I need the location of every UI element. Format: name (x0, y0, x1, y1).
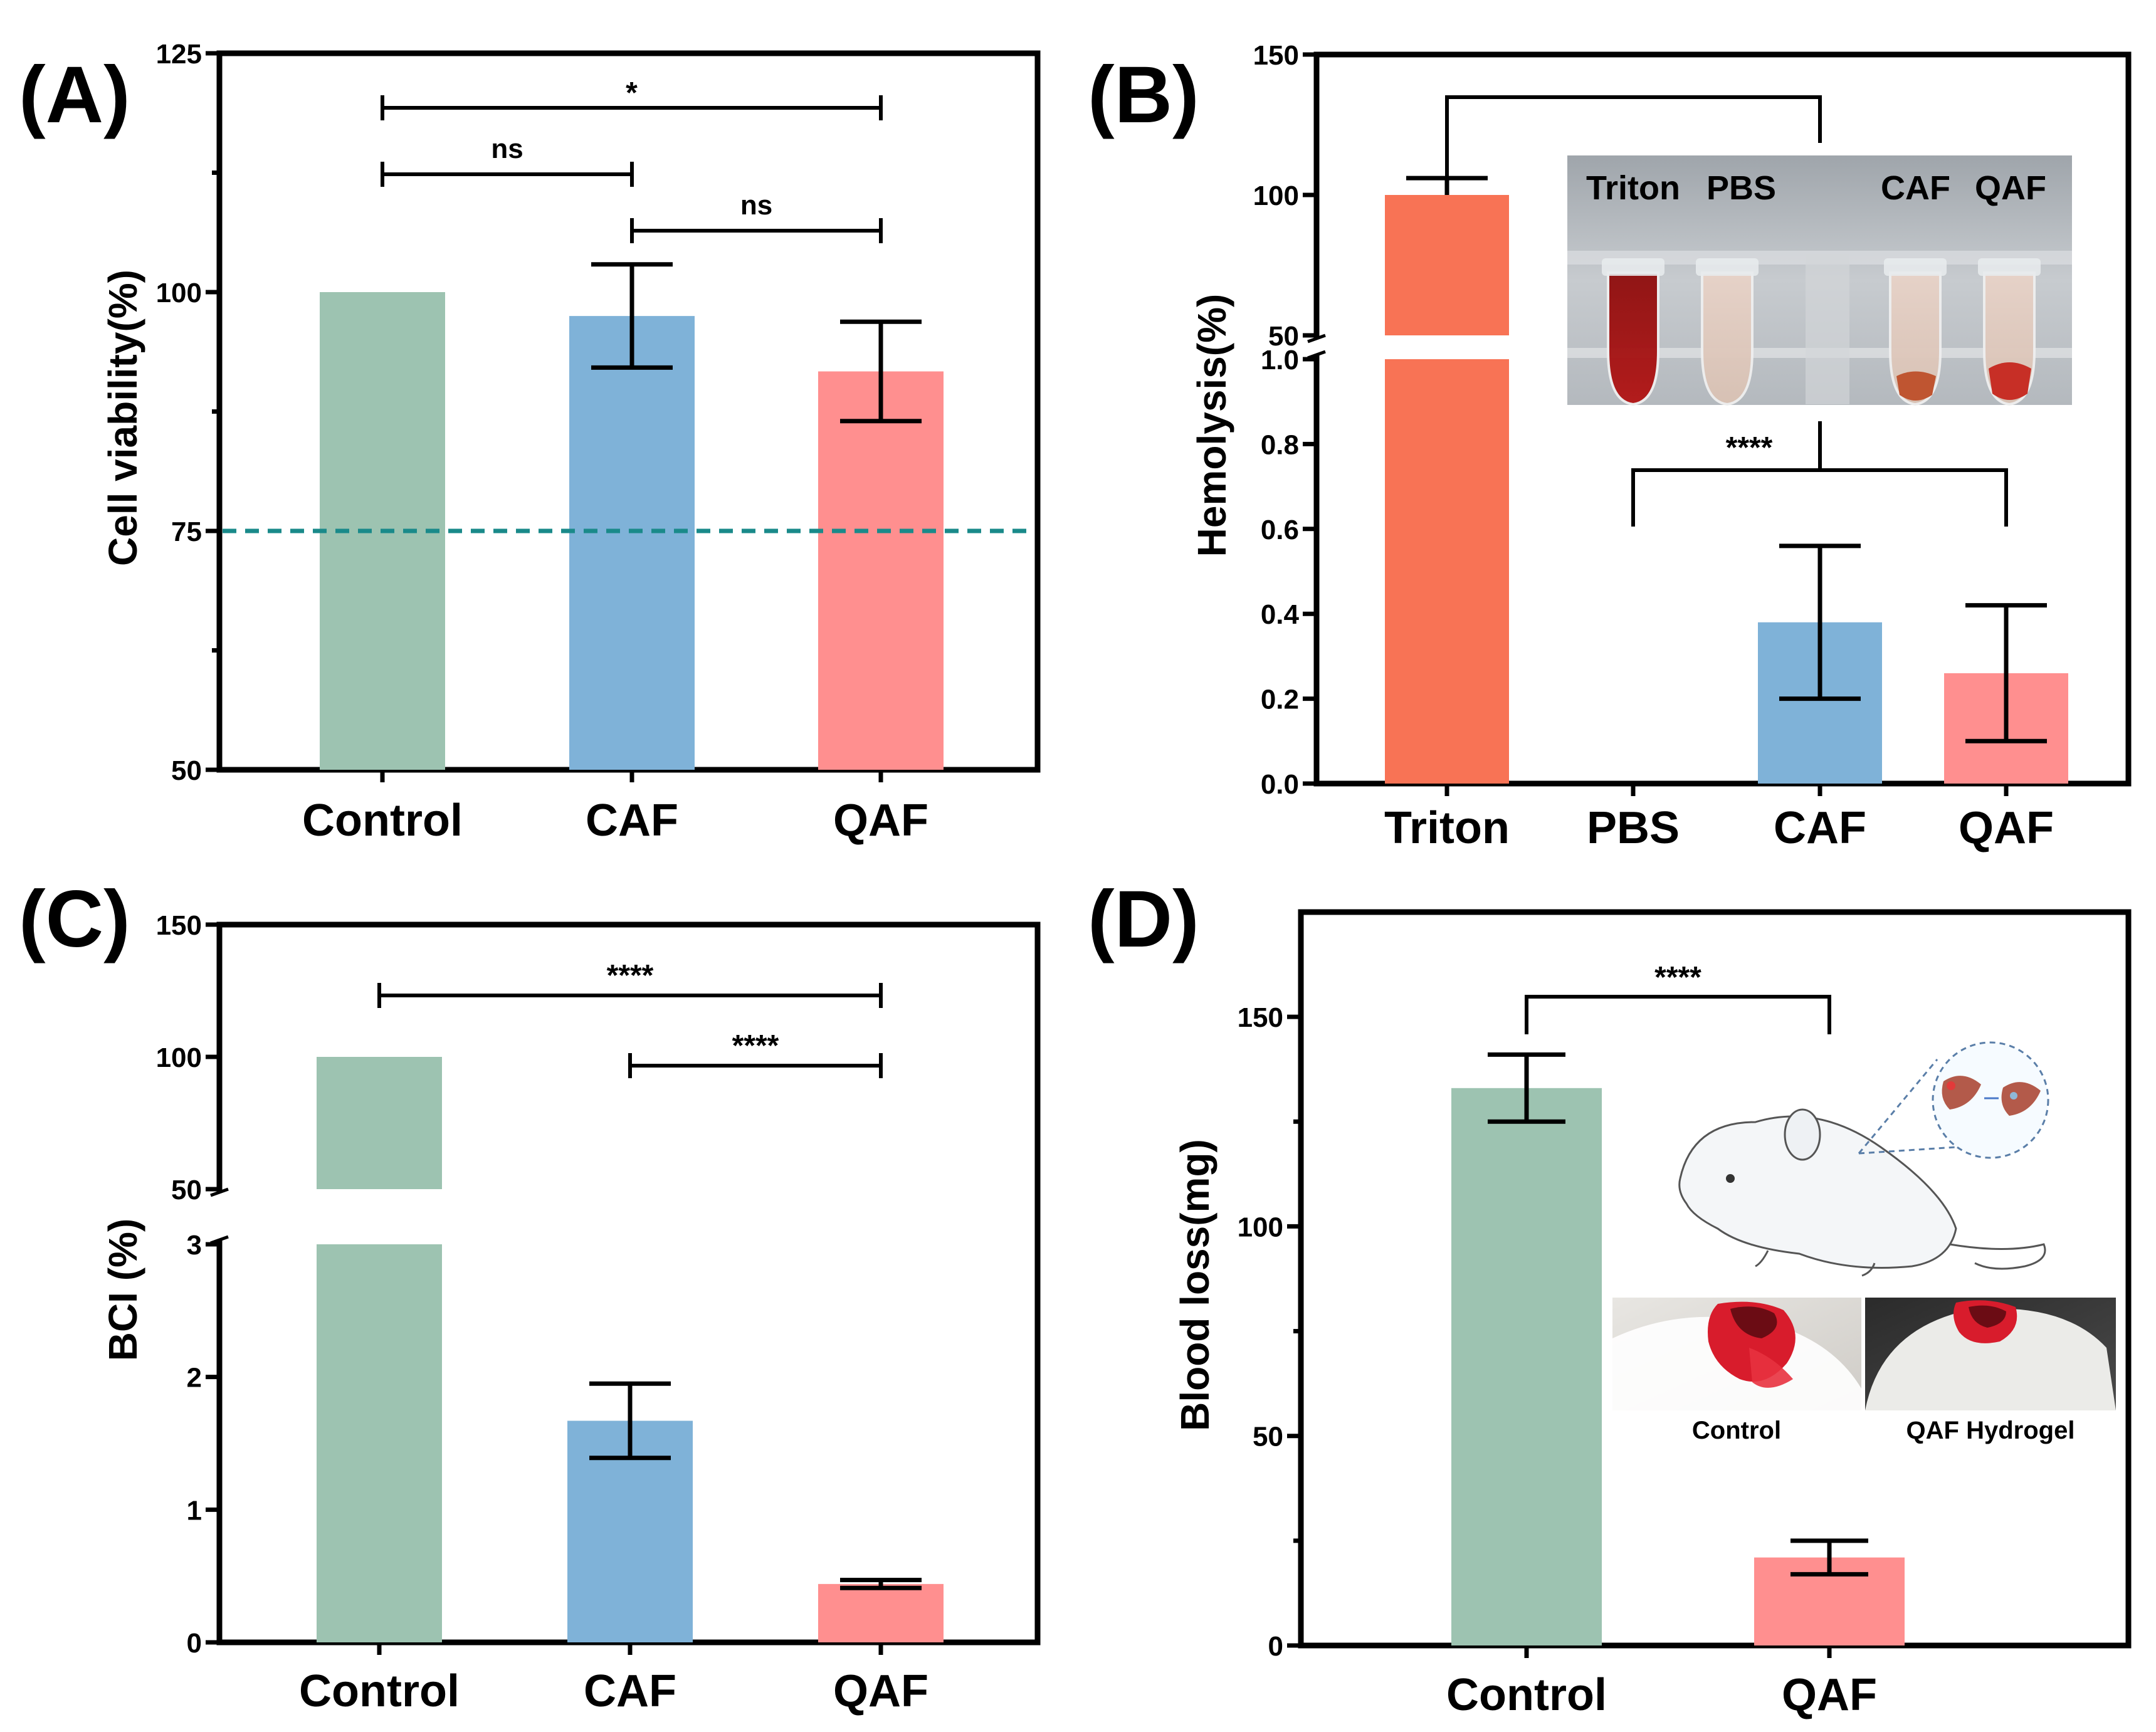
y-tick-a-50: 50 (171, 755, 202, 786)
axis-break-marks-b (1307, 333, 1326, 360)
x-tick-b-triton: Triton (1384, 803, 1510, 853)
bar-d-control (1451, 1088, 1602, 1645)
y-tick-d-50: 50 (1253, 1422, 1283, 1452)
y-tick-a-100: 100 (156, 278, 202, 308)
sig-bracket-b-triton (1406, 95, 1822, 181)
y-tick-c-1: 1 (187, 1495, 202, 1526)
sig-label-a-caf-qaf: ns (740, 190, 772, 221)
sig-label-c-caf-qaf: **** (732, 1029, 779, 1063)
x-tick-d-control: Control (1446, 1670, 1607, 1720)
error-bar-d-qaf (1791, 1538, 1868, 1577)
y-tick-b-50: 50 (1268, 321, 1299, 352)
bar-c-control-lower (317, 1244, 442, 1642)
y-tick-b-150: 150 (1253, 40, 1299, 71)
y-axis-label-b: Hemolysis(%) (1189, 294, 1234, 557)
error-bar-c-caf (589, 1381, 671, 1461)
blood-loss-inset: Control QAF Hydrogel (1612, 1041, 2116, 1444)
y-tick-c-2: 2 (187, 1363, 202, 1393)
x-tick-c-caf: CAF (584, 1666, 676, 1716)
error-bar-d-control (1488, 1052, 1565, 1124)
axis-break-gap-c (212, 1193, 227, 1241)
inset-label-triton: Triton (1586, 169, 1680, 207)
y-tick-c-3: 3 (187, 1230, 202, 1261)
chart-b-frame (1313, 51, 2132, 787)
mouse-illustration (1678, 1108, 2046, 1277)
sig-bracket-a-control-qaf (381, 95, 883, 120)
inset-label-pbs: PBS (1706, 169, 1776, 207)
y-tick-d-100: 100 (1238, 1212, 1283, 1242)
bar-c-control-upper (317, 1057, 442, 1189)
inset-caption-qaf-hydrogel: QAF Hydrogel (1906, 1417, 2075, 1444)
y-tick-d-0: 0 (1268, 1631, 1283, 1662)
y-tick-c-100: 100 (156, 1042, 202, 1073)
sig-bracket-c-caf-qaf (628, 1053, 883, 1078)
y-tick-c-150: 150 (156, 910, 202, 941)
x-tick-b-qaf: QAF (1959, 803, 2054, 853)
x-tick-d-qaf: QAF (1782, 1670, 1877, 1720)
sig-bracket-d-control-qaf (1525, 995, 1831, 1034)
inset-label-qaf: QAF (1975, 169, 2046, 207)
y-tick-b-0.0: 0.0 (1261, 769, 1299, 800)
bar-c-qaf (818, 1583, 944, 1642)
y-tick-d-150: 150 (1238, 1002, 1283, 1033)
y-tick-a-75: 75 (171, 517, 202, 547)
x-tick-b-caf: CAF (1774, 803, 1866, 853)
chart-c: Control CAF QAF 0 1 2 3 50 100 150 BCI (%) **** **** (100, 910, 1041, 1716)
chart-b: Triton PBS CAF QAF 0.0 0.2 0.4 0.6 0.8 1.050 100 15… (1189, 40, 2132, 853)
error-bar-b-qaf (1965, 603, 2047, 743)
y-tick-c-50: 50 (171, 1175, 202, 1205)
y-tick-b-0.4: 0.4 (1261, 599, 1300, 630)
x-tick-a-caf: CAF (586, 795, 678, 846)
x-tick-c-qaf: QAF (833, 1666, 928, 1716)
liver-photo-control (1612, 1298, 1861, 1410)
error-bar-a-caf (591, 262, 673, 370)
panel-label-b: (B) (1088, 50, 1199, 140)
sig-bracket-a-control-caf (381, 162, 634, 187)
hemolysis-inset-photo: Triton PBS CAF QAF (1567, 155, 2072, 406)
x-tick-a-qaf: QAF (833, 795, 928, 846)
panel-label-d: (D) (1088, 874, 1199, 964)
y-tick-b-1.0: 1.0 (1261, 345, 1299, 375)
sig-bracket-b-pbs-qaf (1631, 421, 2008, 527)
sig-label-a-control-qaf: * (626, 76, 638, 110)
error-bar-c-qaf (840, 1578, 922, 1590)
sig-bracket-c-control-qaf (377, 983, 883, 1008)
sig-label-b: **** (1726, 431, 1773, 464)
x-tick-c-control: Control (299, 1666, 460, 1716)
inset-caption-control: Control (1692, 1417, 1781, 1444)
y-tick-b-0.2: 0.2 (1261, 685, 1299, 715)
y-axis-label-d: Blood loss(mg) (1172, 1139, 1217, 1431)
y-tick-a-125: 125 (156, 39, 202, 70)
sig-label-c-control-qaf: **** (607, 959, 654, 992)
chart-a: Control CAF QAF 50 75 100 125 Cell viability(%)… (100, 39, 1041, 846)
panel-label-a: (A) (19, 50, 130, 140)
bar-a-caf (569, 316, 695, 770)
bar-b-triton-upper (1385, 195, 1509, 335)
y-tick-b-100: 100 (1253, 181, 1299, 211)
error-bar-b-caf (1779, 543, 1861, 701)
y-axis-label-c: BCI (%) (100, 1219, 145, 1362)
sig-label-d: **** (1654, 961, 1701, 994)
axis-break-marks-c (210, 1187, 229, 1245)
error-bar-a-qaf (840, 319, 922, 424)
sig-bracket-a-caf-qaf (630, 218, 883, 243)
bar-a-qaf (818, 371, 944, 770)
inset-label-caf: CAF (1881, 169, 1950, 207)
sig-label-a-control-caf: ns (491, 134, 523, 164)
y-tick-b-0.8: 0.8 (1261, 429, 1299, 460)
chart-d-frame (1298, 909, 2132, 1649)
bar-b-triton-lower (1385, 359, 1509, 784)
liver-photo-qaf-hydrogel (1865, 1298, 2116, 1410)
y-axis-label-a: Cell viability(%) (100, 270, 145, 566)
error-bar-b-triton (1406, 176, 1488, 195)
panel-label-c: (C) (19, 874, 130, 964)
x-tick-a-control: Control (302, 795, 463, 846)
y-tick-b-0.6: 0.6 (1261, 515, 1299, 545)
x-tick-b-pbs: PBS (1587, 803, 1680, 853)
chart-d: Control QAF 0 50 100 150 Blood loss(mg) **** (1172, 909, 2132, 1720)
y-tick-c-0: 0 (187, 1628, 202, 1659)
